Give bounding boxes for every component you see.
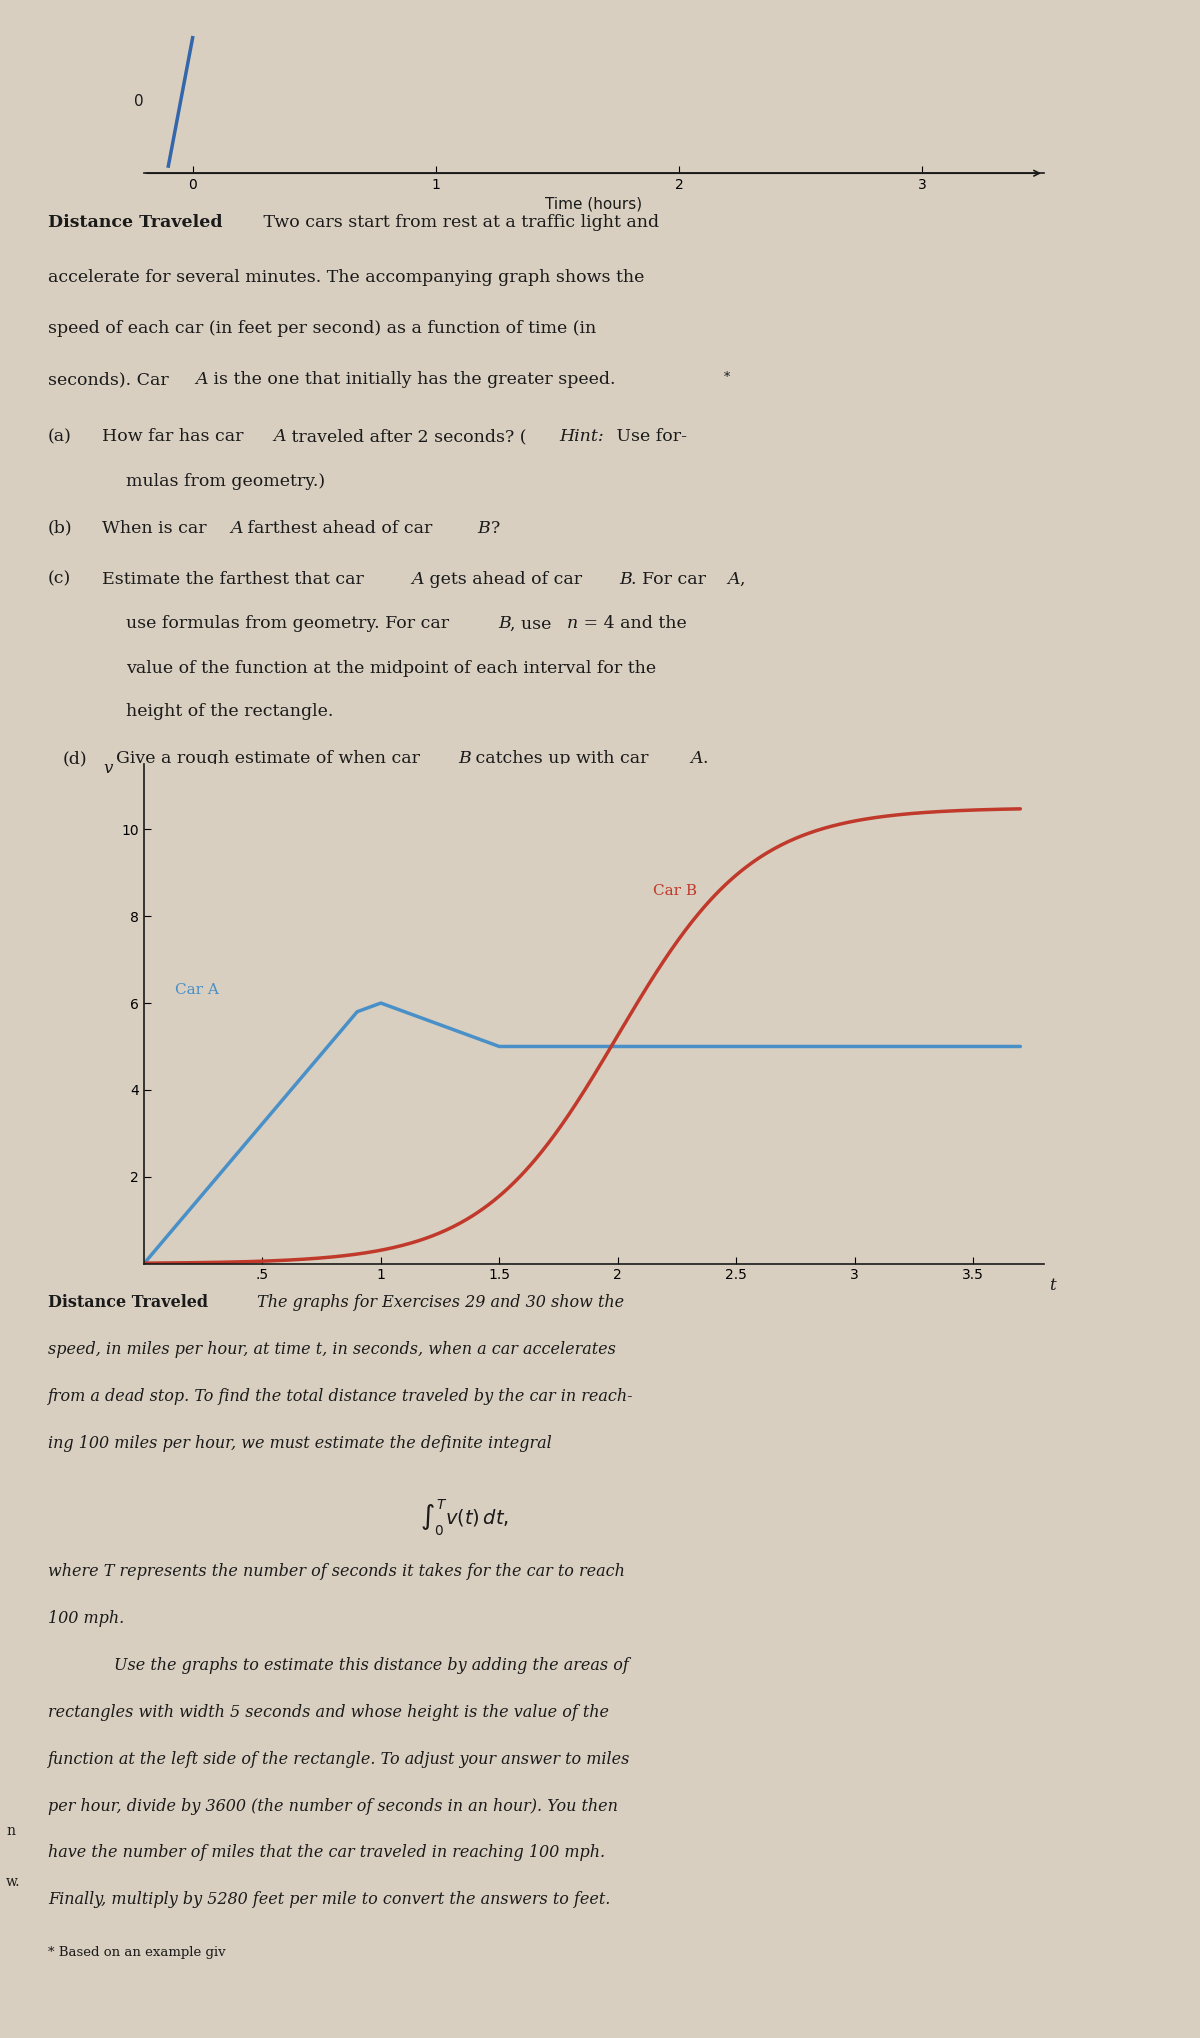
Text: Distance Traveled: Distance Traveled [48,214,222,230]
Text: rectangles with width 5 seconds and whose height is the value of the: rectangles with width 5 seconds and whos… [48,1704,610,1720]
Text: A: A [412,571,424,587]
Text: n: n [566,615,577,632]
Text: speed of each car (in feet per second) as a function of time (in: speed of each car (in feet per second) a… [48,320,596,336]
Text: ,: , [739,571,745,587]
Text: B: B [619,571,632,587]
Text: A: A [230,520,242,536]
Text: ?: ? [491,520,500,536]
Text: speed, in miles per hour, at time t, in seconds, when a car accelerates: speed, in miles per hour, at time t, in … [48,1341,616,1357]
Text: (a): (a) [48,428,72,444]
Text: use formulas from geometry. For car: use formulas from geometry. For car [126,615,455,632]
Text: A: A [196,371,208,387]
Text: seconds). Car: seconds). Car [48,371,174,387]
Text: Finally, multiply by 5280 feet per mile to convert the answers to feet.: Finally, multiply by 5280 feet per mile … [48,1891,611,1908]
Text: ing 100 miles per hour, we must estimate the definite integral: ing 100 miles per hour, we must estimate… [48,1435,552,1451]
Text: Hint:: Hint: [559,428,604,444]
Text: How far has car: How far has car [102,428,250,444]
Text: When is car: When is car [102,520,212,536]
Text: Give a rough estimate of when car: Give a rough estimate of when car [116,750,426,766]
Text: A: A [727,571,739,587]
Text: $\int_0^T v(t)\, dt,$: $\int_0^T v(t)\, dt,$ [420,1498,509,1539]
Text: t: t [1049,1276,1055,1294]
Text: mulas from geometry.): mulas from geometry.) [126,473,325,489]
Text: Estimate the farthest that car: Estimate the farthest that car [102,571,370,587]
Text: Use the graphs to estimate this distance by adding the areas of: Use the graphs to estimate this distance… [114,1657,629,1673]
Text: *: * [724,371,730,383]
Text: B: B [458,750,472,766]
Text: A: A [690,750,702,766]
Text: Use for-: Use for- [611,428,686,444]
Text: . For car: . For car [631,571,712,587]
Text: , use: , use [510,615,557,632]
Text: (d): (d) [62,750,88,766]
Text: w.: w. [6,1875,20,1889]
Text: (c): (c) [48,571,71,587]
Text: * Based on an example giv: * Based on an example giv [48,1946,226,1959]
Text: The graphs for Exercises 29 and 30 show the: The graphs for Exercises 29 and 30 show … [252,1294,624,1310]
Text: v: v [103,760,113,776]
Text: from a dead stop. To find the total distance traveled by the car in reach-: from a dead stop. To find the total dist… [48,1388,634,1404]
Text: height of the rectangle.: height of the rectangle. [126,703,334,719]
Text: n: n [6,1824,14,1838]
Text: per hour, divide by 3600 (the number of seconds in an hour). You then: per hour, divide by 3600 (the number of … [48,1798,618,1814]
Text: accelerate for several minutes. The accompanying graph shows the: accelerate for several minutes. The acco… [48,269,644,285]
Text: traveled after 2 seconds? (: traveled after 2 seconds? ( [286,428,526,444]
Text: Car A: Car A [175,984,218,997]
Text: B: B [478,520,491,536]
Text: have the number of miles that the car traveled in reaching 100 mph.: have the number of miles that the car tr… [48,1844,605,1861]
Text: farthest ahead of car: farthest ahead of car [242,520,438,536]
Text: catches up with car: catches up with car [470,750,654,766]
Text: = 4 and the: = 4 and the [578,615,688,632]
Text: B: B [498,615,511,632]
Text: Car B: Car B [653,884,697,897]
Text: Two cars start from rest at a traffic light and: Two cars start from rest at a traffic li… [258,214,659,230]
Text: .: . [702,750,708,766]
Text: where T represents the number of seconds it takes for the car to reach: where T represents the number of seconds… [48,1563,625,1579]
Text: is the one that initially has the greater speed.: is the one that initially has the greate… [208,371,616,387]
X-axis label: Time (hours): Time (hours) [546,196,642,212]
Text: 100 mph.: 100 mph. [48,1610,125,1626]
Text: (b): (b) [48,520,73,536]
Text: Distance Traveled: Distance Traveled [48,1294,208,1310]
Text: value of the function at the midpoint of each interval for the: value of the function at the midpoint of… [126,660,656,677]
Text: 0: 0 [134,94,144,110]
Text: gets ahead of car: gets ahead of car [424,571,587,587]
Text: function at the left side of the rectangle. To adjust your answer to miles: function at the left side of the rectang… [48,1751,630,1767]
Text: A: A [274,428,286,444]
